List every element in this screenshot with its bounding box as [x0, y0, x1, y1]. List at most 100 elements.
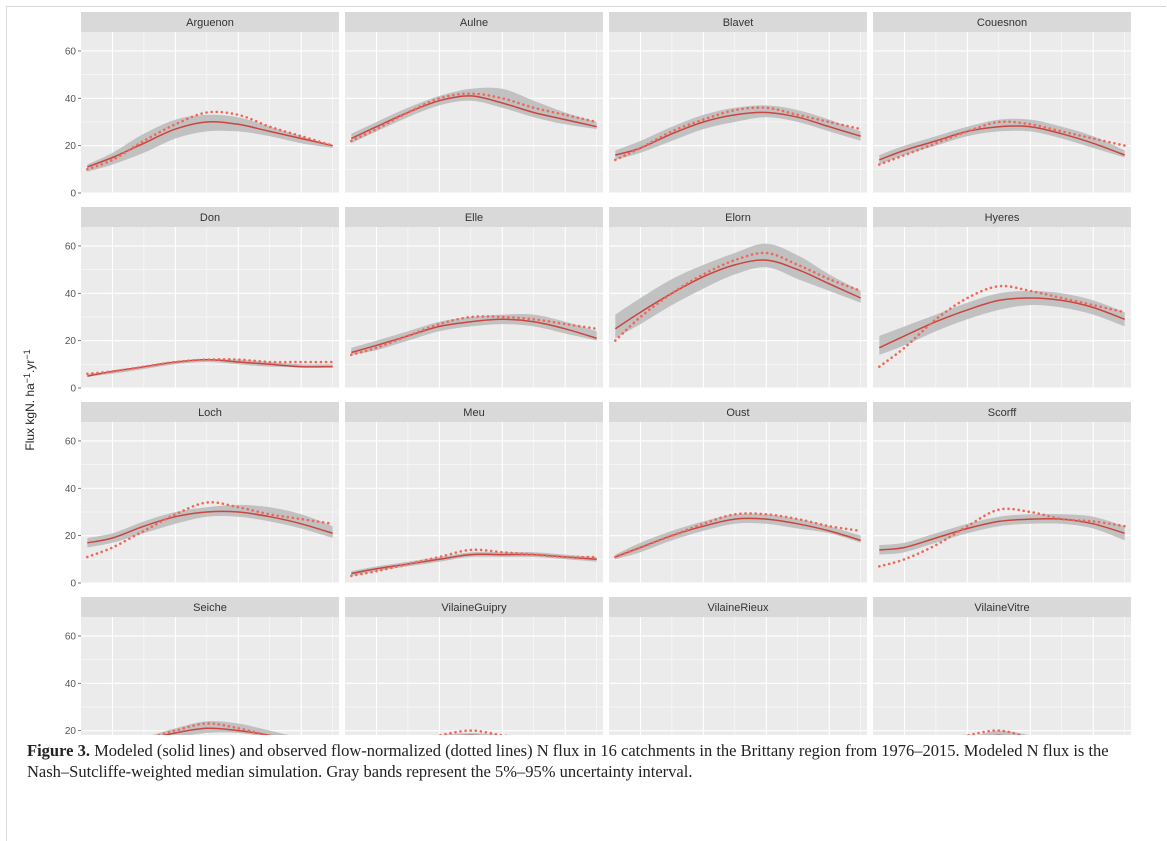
y-tick-label: 40	[65, 679, 77, 690]
strip-bg	[81, 402, 339, 422]
strip-bg	[609, 207, 867, 227]
strip-bg	[873, 207, 1131, 227]
y-axis-label-sup1: −1	[22, 373, 32, 383]
modeled-line	[879, 125, 1125, 161]
strip-bg	[609, 597, 867, 617]
panel-don: Don 0 20 40 60	[65, 207, 339, 395]
uncertainty-band	[87, 504, 333, 548]
modeled-line	[87, 121, 333, 168]
modeled-line	[615, 111, 861, 156]
observed-line	[614, 512, 862, 559]
figure-caption: Figure 3. Modeled (solid lines) and obse…	[27, 740, 1147, 782]
uncertainty-band	[442, 733, 499, 735]
uncertainty-band	[351, 87, 597, 144]
strip-bg	[81, 597, 339, 617]
uncertainty-band	[615, 243, 861, 339]
strip-label: Couesnon	[977, 17, 1027, 29]
plot-bg	[873, 422, 1131, 583]
y-tick-label: 20	[65, 531, 77, 542]
strip-label: Elle	[465, 212, 483, 224]
modeled-line	[351, 318, 597, 354]
uncertainty-band	[615, 105, 861, 160]
modeled-line	[161, 727, 272, 735]
strip-bg	[609, 402, 867, 422]
y-tick-label: 40	[65, 484, 77, 495]
panel-hyeres: Hyeres	[873, 207, 1131, 389]
strip-bg	[873, 12, 1131, 32]
observed-line	[878, 120, 1126, 166]
y-tick-label: 0	[70, 384, 76, 395]
observed-line	[878, 507, 1126, 568]
observed-line	[350, 315, 598, 357]
y-tick-label: 60	[65, 241, 77, 252]
caption-text: Modeled (solid lines) and observed flow-…	[27, 741, 1109, 781]
modeled-line	[878, 297, 1125, 349]
strip-label: Seiche	[193, 602, 227, 614]
plot-bg	[873, 617, 1131, 735]
panel-arguenon: Arguenon 0 20 40 60	[65, 12, 339, 200]
uncertainty-band	[879, 118, 1125, 165]
y-tick-label: 40	[65, 94, 77, 105]
strip-label: VilaineVitre	[974, 602, 1029, 614]
strip-label: Arguenon	[186, 17, 234, 29]
panel-elorn: Elorn	[609, 207, 867, 389]
strip-label: Don	[200, 212, 220, 224]
modeled-line	[614, 259, 862, 330]
panel-scorff: Scorff	[873, 402, 1131, 584]
figure-frame	[6, 6, 1166, 841]
uncertainty-band	[351, 313, 597, 355]
plot-bg	[609, 617, 867, 735]
panel-loch: Loch 0 20 40 60	[65, 402, 339, 590]
strip-label: Oust	[726, 407, 749, 419]
y-axis-label-mid: .yr	[23, 360, 37, 373]
modeled-line	[87, 358, 333, 377]
panel-aulne: Aulne	[345, 12, 603, 194]
strip-bg	[345, 597, 603, 617]
y-tick-label: 0	[70, 579, 76, 590]
y-tick-label: 20	[65, 336, 77, 347]
y-tick-label: 40	[65, 289, 77, 300]
panel-vilainevitre: VilaineVitre1980199020002010	[873, 597, 1131, 735]
uncertainty-band	[879, 290, 1125, 355]
strip-label: Scorff	[988, 407, 1017, 419]
modeled-line	[87, 510, 333, 544]
plot-bg	[81, 32, 339, 193]
strip-bg	[873, 597, 1131, 617]
modeled-line	[350, 95, 597, 140]
y-tick-label: 0	[70, 189, 76, 200]
plot-bg	[81, 227, 339, 388]
observed-line	[614, 251, 862, 342]
uncertainty-band	[615, 513, 861, 560]
observed-line	[434, 729, 509, 735]
panel-seiche: Seiche02040601980199020002010	[65, 597, 339, 735]
y-tick-label: 20	[65, 726, 77, 735]
y-tick-label: 60	[65, 631, 77, 642]
strip-label: Aulne	[460, 17, 488, 29]
plot-bg	[81, 617, 339, 735]
strip-label: Hyeres	[985, 212, 1020, 224]
strip-label: VilaineRieux	[708, 602, 769, 614]
panel-oust: Oust	[609, 402, 867, 584]
plot-bg	[81, 422, 339, 583]
y-tick-label: 20	[65, 141, 77, 152]
observed-line	[86, 500, 334, 559]
panel-vilaineguipry: VilaineGuipry1980199020002010	[345, 597, 603, 735]
observed-line	[350, 548, 598, 578]
strip-bg	[345, 207, 603, 227]
strip-label: VilaineGuipry	[441, 602, 507, 614]
plot-bg	[873, 32, 1131, 193]
strip-label: Loch	[198, 407, 222, 419]
facet-panels: Arguenon 0 20 40 60 Aulne Blavet Couesnon Don 0 20…	[65, 12, 1131, 735]
observed-line	[86, 110, 334, 171]
y-axis-label-main: Flux kgN. ha	[23, 383, 37, 451]
strip-bg	[873, 402, 1131, 422]
strip-bg	[609, 12, 867, 32]
y-axis-label-sup2: −1	[22, 349, 32, 359]
strip-bg	[81, 207, 339, 227]
plot-bg	[345, 227, 603, 388]
uncertainty-band	[87, 114, 333, 172]
uncertainty-band	[351, 551, 597, 576]
strip-label: Blavet	[723, 17, 754, 29]
panel-vilainerieux: VilaineRieux1980199020002010	[609, 597, 867, 735]
y-tick-label: 60	[65, 46, 77, 57]
